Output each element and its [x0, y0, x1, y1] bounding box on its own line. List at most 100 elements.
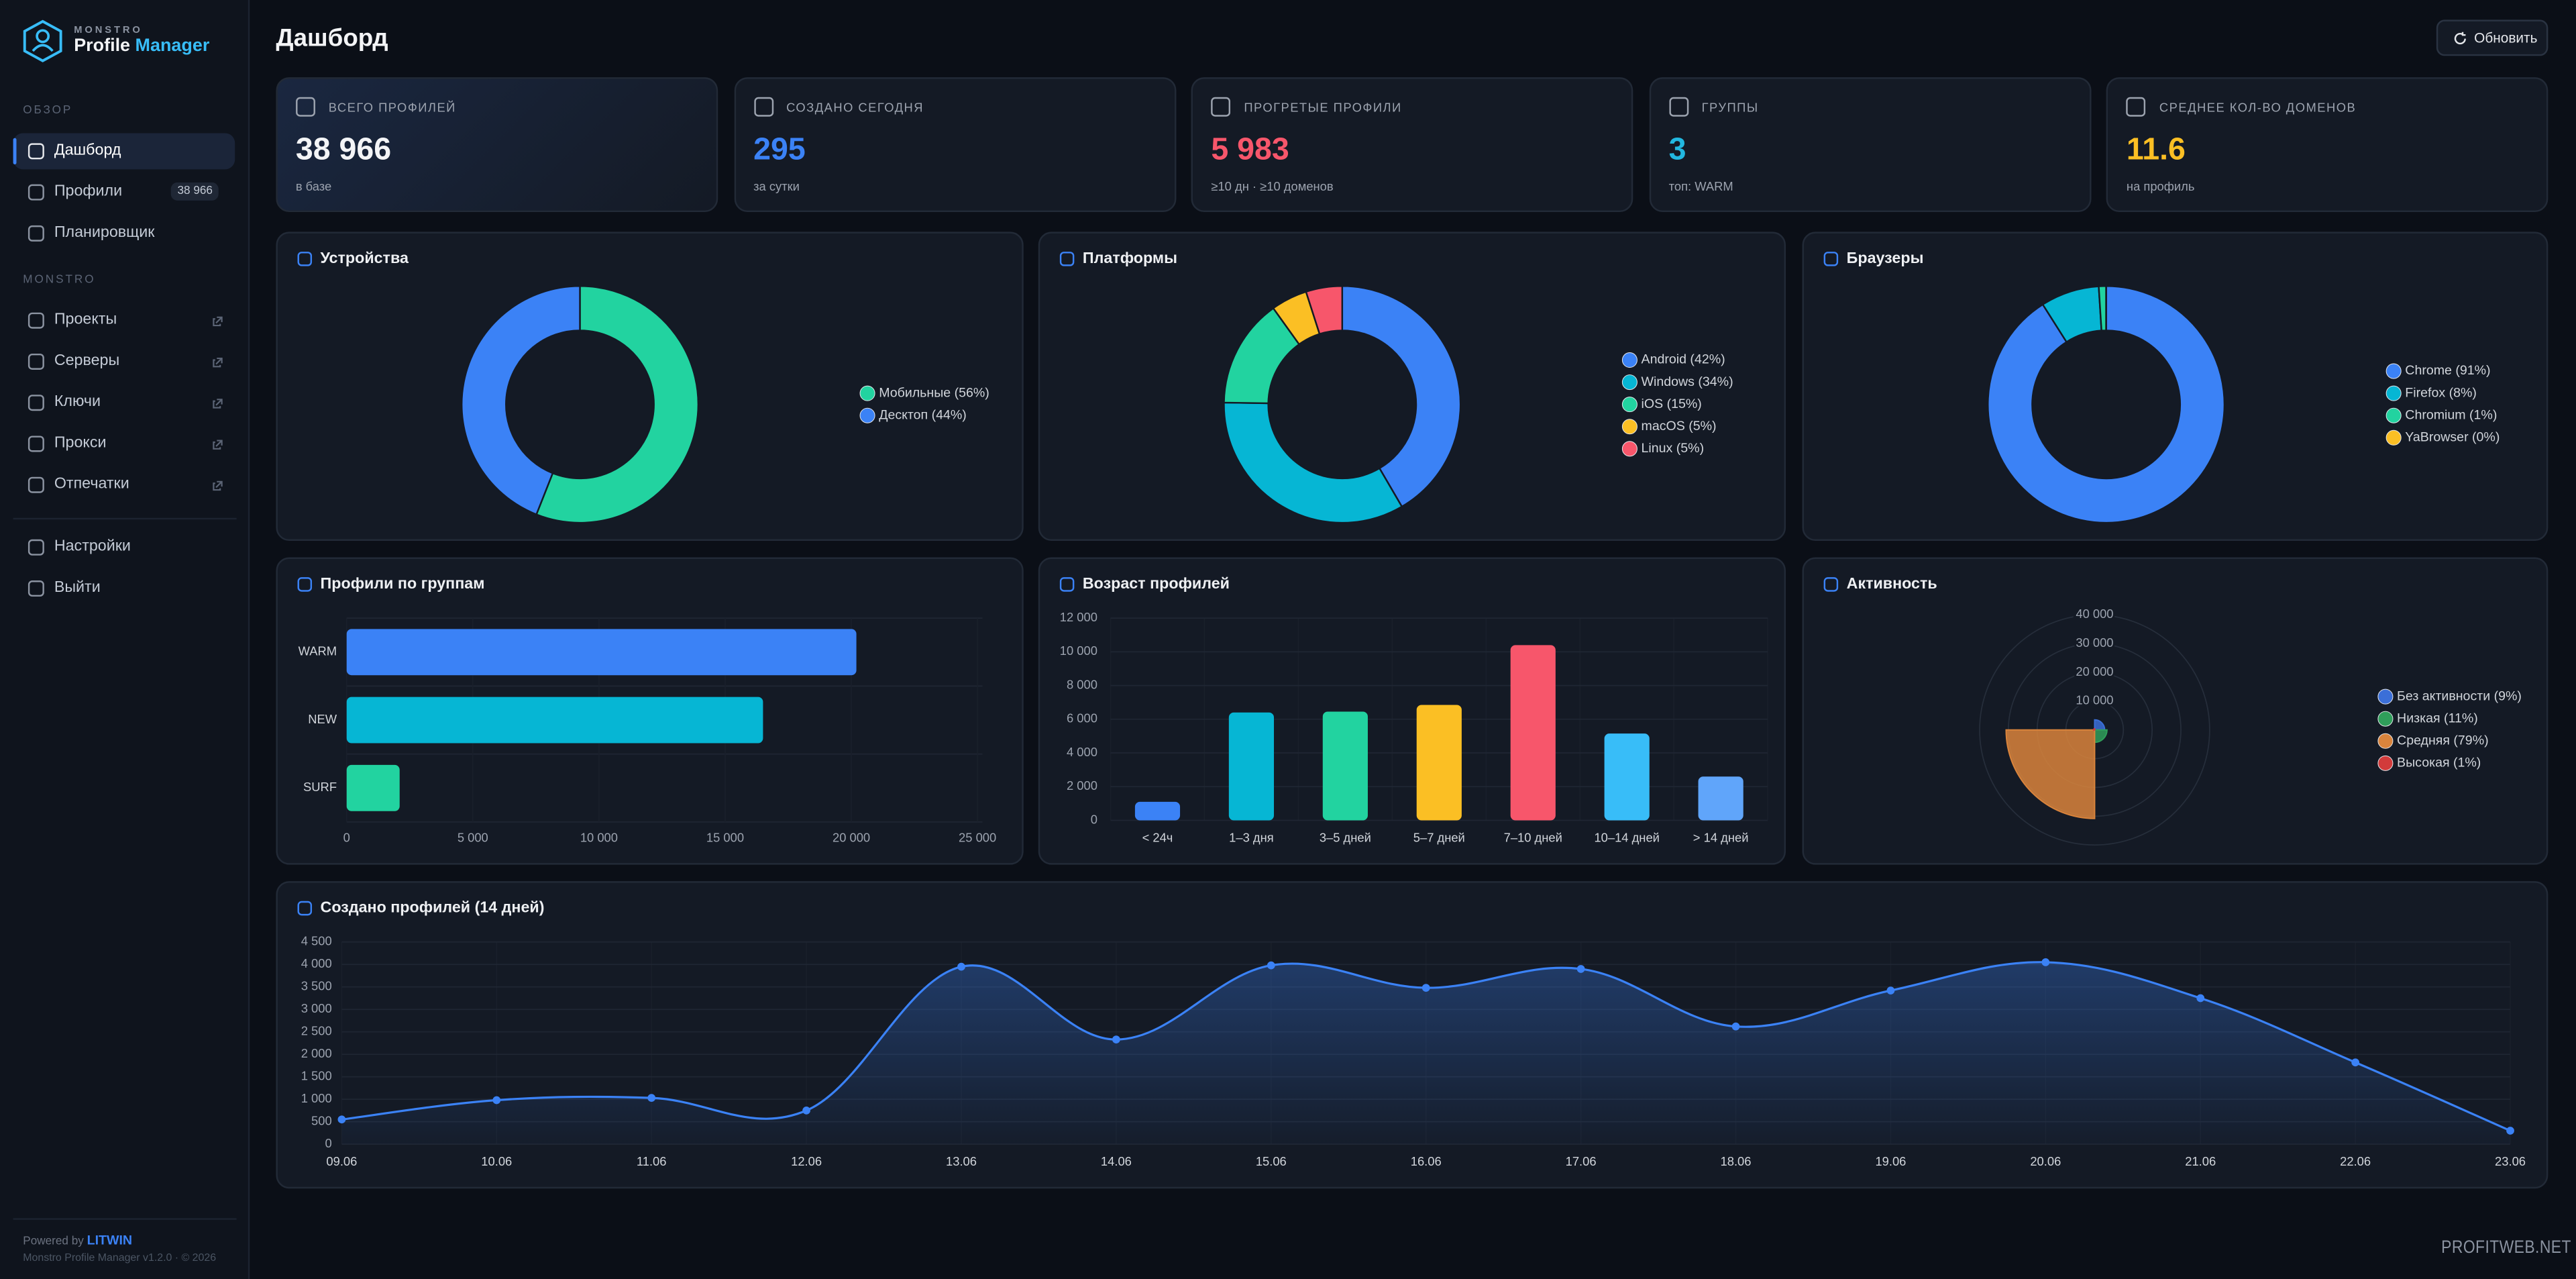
stat-sub: за сутки: [753, 179, 800, 195]
y-tick-label: 0: [325, 1136, 331, 1150]
footer-powered: Powered by LITWIN: [23, 1234, 132, 1248]
x-tick-label: 15 000: [706, 830, 744, 844]
bar: [346, 764, 400, 811]
nav-item[interactable]: Ключи: [13, 385, 235, 421]
bar: [346, 629, 857, 676]
legend-label: Firefox (8%): [2405, 385, 2477, 400]
legend-swatch: [2377, 733, 2394, 749]
x-tick-label: 14.06: [1101, 1154, 1132, 1168]
legend-swatch: [1621, 441, 1638, 457]
nav-item[interactable]: Планировщик: [13, 215, 235, 252]
legend-label: Chrome (91%): [2405, 363, 2490, 378]
donut-segment: [1987, 285, 2226, 524]
nav-item[interactable]: Дашборд: [13, 133, 235, 170]
x-tick-label: 20 000: [833, 830, 870, 844]
icon: [1059, 577, 1075, 592]
icon: [2127, 97, 2147, 117]
point: [1576, 965, 1585, 973]
external-icon: [213, 480, 223, 490]
legend-label: macOS (5%): [1642, 419, 1717, 433]
x-tick-label: 7–10 дней: [1504, 830, 1562, 844]
donut-segment: [1223, 401, 1403, 524]
x-tick-label: 23.06: [2495, 1154, 2526, 1168]
chart-title: Устройства: [320, 250, 409, 268]
y-tick-label: WARM: [299, 644, 337, 658]
polar-sector: [2005, 729, 2096, 819]
bar: [1228, 712, 1275, 821]
y-tick-label: 500: [311, 1113, 332, 1127]
powered-text: Powered by: [23, 1236, 84, 1248]
legend-swatch: [859, 407, 875, 423]
stat-card: СОЗДАНО СЕГОДНЯ 295 за сутки: [733, 77, 1176, 213]
x-tick-label: 13.06: [946, 1154, 977, 1168]
x-tick-label: 15.06: [1256, 1154, 1287, 1168]
y-tick-label: SURF: [303, 780, 337, 794]
footer-version: Monstro Profile Manager v1.2.0 · © 2026: [23, 1252, 217, 1264]
x-tick-label: 16.06: [1411, 1154, 1442, 1168]
legend-label: Chromium (1%): [2405, 407, 2497, 422]
x-tick-label: 10.06: [481, 1154, 512, 1168]
stat-label: ГРУППЫ: [1701, 100, 1759, 115]
icon: [297, 252, 313, 266]
chart: 0 2 000 4 000 6 000 8 000 10 000 12 000 < 24ч 1–…: [1060, 610, 1768, 844]
legend-label: Десктоп (44%): [879, 407, 967, 422]
x-tick-label: 18.06: [1721, 1154, 1752, 1168]
legend-swatch: [2385, 407, 2402, 423]
bar: [1698, 776, 1743, 821]
refresh-button[interactable]: Обновить: [2436, 19, 2548, 56]
stat-card: ВСЕГО ПРОФИЛЕЙ 38 966 в базе: [276, 77, 718, 213]
icon-shape: [296, 97, 315, 117]
legend-swatch: [1621, 352, 1638, 368]
donut-segment: [535, 285, 700, 524]
stat-sub: на профиль: [2126, 179, 2195, 195]
icon-shape: [1823, 577, 1839, 592]
nav-item[interactable]: Серверы: [13, 344, 235, 380]
legend-label: Android (42%): [1642, 352, 1725, 367]
donut-segment: [461, 285, 581, 516]
refresh-label: Обновить: [2474, 30, 2538, 46]
external-icon: [213, 356, 223, 367]
point: [492, 1096, 501, 1105]
chart-card: Активность 10 000 20 000 30 000 40 000 Без ак…: [1802, 557, 2548, 865]
bar: [1322, 711, 1368, 821]
stat-card: ПРОГРЕТЫЕ ПРОФИЛИ 5 983 ≥10 дн · ≥10 домен…: [1191, 77, 1633, 213]
nav-item[interactable]: Проекты: [13, 303, 235, 339]
legend-swatch: [2377, 688, 2394, 705]
brand-b: Manager: [135, 36, 210, 56]
point: [1731, 1022, 1740, 1031]
nav-item[interactable]: Профили 38 966: [13, 174, 235, 211]
y-tick-label: 12 000: [1060, 610, 1097, 624]
point: [802, 1107, 810, 1115]
icon-shape: [297, 577, 313, 592]
external-icon: [213, 397, 223, 408]
y-tick-label: NEW: [308, 712, 337, 726]
nav-item[interactable]: Отпечатки: [13, 467, 235, 503]
point: [2506, 1127, 2514, 1135]
brand-top: MONSTRO: [74, 26, 143, 36]
legend-swatch: [2377, 711, 2394, 727]
legend-label: Windows (34%): [1642, 374, 1733, 389]
icon: [297, 577, 313, 592]
y-tick-label: 2 000: [1067, 778, 1097, 792]
chart-title: Платформы: [1082, 250, 1177, 268]
chart: 09.06 10.06 11.06 12.06 13.06 14.06 15.06 16.06…: [301, 934, 2526, 1168]
icon: [28, 580, 44, 597]
x-tick-label: 17.06: [1566, 1154, 1597, 1168]
icon: [28, 312, 44, 329]
polar-sector: [2092, 728, 2096, 731]
nav-item[interactable]: Выйти: [13, 570, 235, 607]
icon: [297, 901, 313, 916]
nav-label: Проекты: [54, 311, 117, 329]
icon: [28, 143, 44, 160]
nav-label: Прокси: [54, 433, 107, 452]
bar: [1134, 801, 1181, 821]
legend-swatch: [2385, 363, 2402, 379]
nav-item[interactable]: Настройки: [13, 529, 235, 566]
x-tick-label: 10 000: [580, 830, 618, 844]
nav-item[interactable]: Прокси: [13, 426, 235, 462]
point: [337, 1115, 346, 1124]
external-arrow: [213, 397, 223, 408]
chart-title: Браузеры: [1846, 250, 1924, 268]
icon: [28, 395, 44, 411]
r-tick-label: 40 000: [2076, 607, 2113, 621]
